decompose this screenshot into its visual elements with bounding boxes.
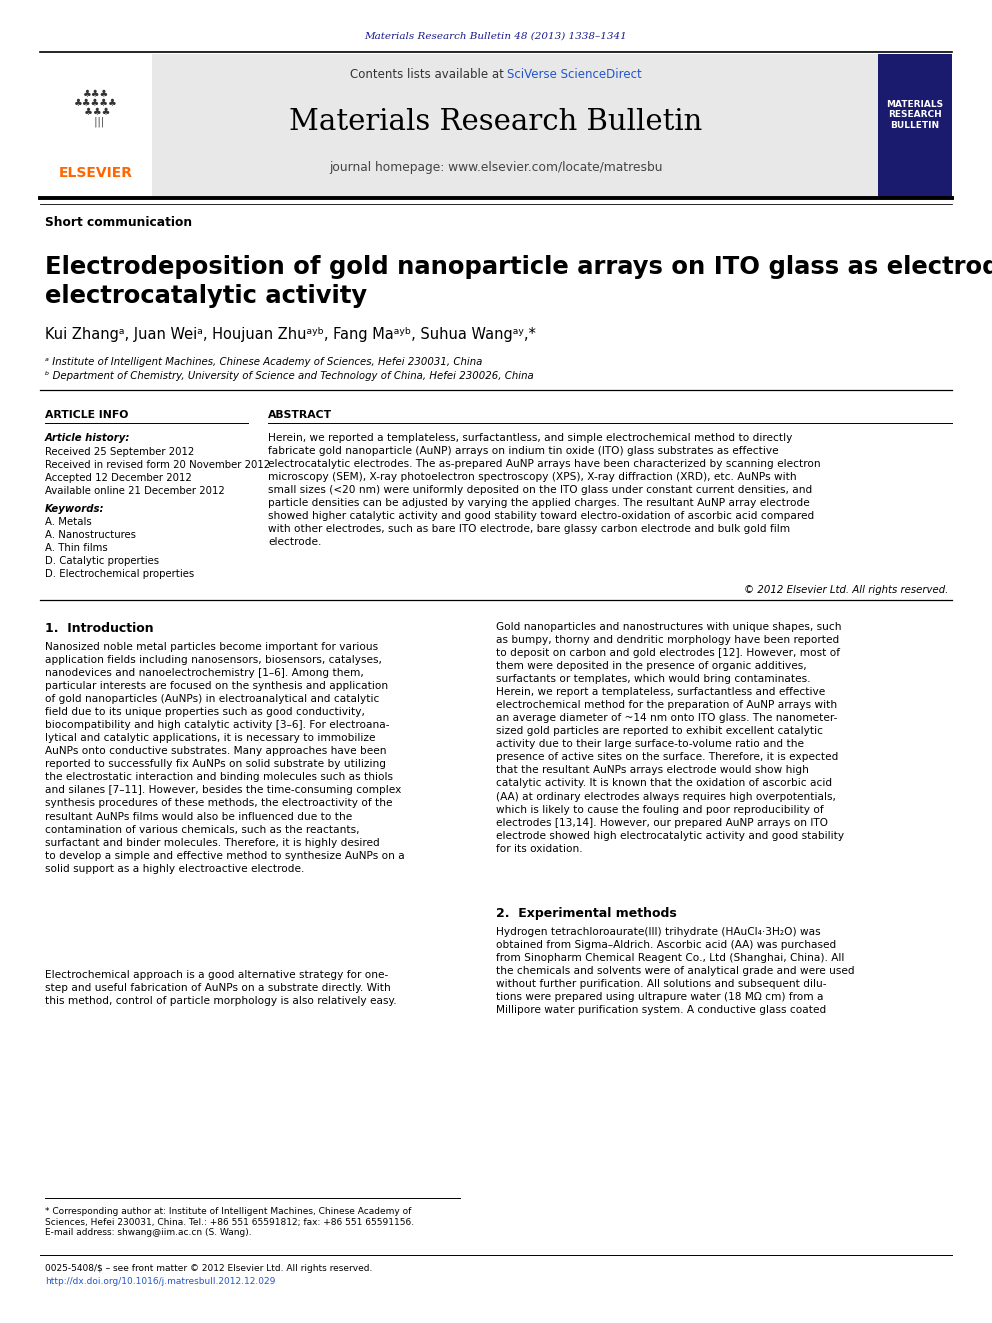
Text: Contents lists available at: Contents lists available at (350, 67, 504, 81)
Text: ♣♣♣
♣♣♣♣♣
 ♣♣♣
  |||: ♣♣♣ ♣♣♣♣♣ ♣♣♣ ||| (74, 89, 118, 127)
Text: MATERIALS
RESEARCH
BULLETIN: MATERIALS RESEARCH BULLETIN (887, 101, 943, 130)
Text: * Corresponding author at: Institute of Intelligent Machines, Chinese Academy of: * Corresponding author at: Institute of … (45, 1207, 414, 1228)
Text: SciVerse ScienceDirect: SciVerse ScienceDirect (507, 67, 642, 81)
Text: Materials Research Bulletin 48 (2013) 1338–1341: Materials Research Bulletin 48 (2013) 13… (365, 32, 627, 41)
Text: 0025-5408/$ – see front matter © 2012 Elsevier Ltd. All rights reserved.: 0025-5408/$ – see front matter © 2012 El… (45, 1263, 372, 1273)
Bar (152, 54, 878, 198)
Text: A. Metals: A. Metals (45, 517, 91, 527)
Text: Kui Zhangᵃ, Juan Weiᵃ, Houjuan Zhuᵃʸᵇ, Fang Maᵃʸᵇ, Suhua Wangᵃʸ,*: Kui Zhangᵃ, Juan Weiᵃ, Houjuan Zhuᵃʸᵇ, F… (45, 327, 536, 343)
Text: Herein, we reported a templateless, surfactantless, and simple electrochemical m: Herein, we reported a templateless, surf… (268, 433, 820, 548)
Bar (40, 54, 152, 198)
Text: ᵃ Institute of Intelligent Machines, Chinese Academy of Sciences, Hefei 230031, : ᵃ Institute of Intelligent Machines, Chi… (45, 357, 482, 366)
Text: 2.  Experimental methods: 2. Experimental methods (496, 908, 677, 919)
Text: ᵇ Department of Chemistry, University of Science and Technology of China, Hefei : ᵇ Department of Chemistry, University of… (45, 370, 534, 381)
Text: Nanosized noble metal particles become important for various
application fields : Nanosized noble metal particles become i… (45, 642, 405, 873)
Text: © 2012 Elsevier Ltd. All rights reserved.: © 2012 Elsevier Ltd. All rights reserved… (744, 585, 948, 595)
Text: D. Catalytic properties: D. Catalytic properties (45, 556, 159, 566)
Text: journal homepage: www.elsevier.com/locate/matresbu: journal homepage: www.elsevier.com/locat… (329, 160, 663, 173)
Text: Available online 21 December 2012: Available online 21 December 2012 (45, 486, 225, 496)
Text: E-mail address: shwang@iim.ac.cn (S. Wang).: E-mail address: shwang@iim.ac.cn (S. Wan… (45, 1228, 252, 1237)
Text: 1.  Introduction: 1. Introduction (45, 622, 154, 635)
Bar (878, 54, 952, 198)
Text: Short communication: Short communication (45, 216, 192, 229)
Text: Materials Research Bulletin: Materials Research Bulletin (290, 108, 702, 136)
Text: ARTICLE INFO: ARTICLE INFO (45, 410, 128, 419)
Text: A. Nanostructures: A. Nanostructures (45, 531, 136, 540)
Text: Accepted 12 December 2012: Accepted 12 December 2012 (45, 474, 191, 483)
Text: Gold nanoparticles and nanostructures with unique shapes, such
as bumpy, thorny : Gold nanoparticles and nanostructures wi… (496, 622, 844, 853)
Text: Electrodeposition of gold nanoparticle arrays on ITO glass as electrode with hig: Electrodeposition of gold nanoparticle a… (45, 255, 992, 308)
Text: A. Thin films: A. Thin films (45, 542, 108, 553)
Text: Article history:: Article history: (45, 433, 130, 443)
Text: Keywords:: Keywords: (45, 504, 104, 515)
Text: D. Electrochemical properties: D. Electrochemical properties (45, 569, 194, 579)
Text: Electrochemical approach is a good alternative strategy for one-
step and useful: Electrochemical approach is a good alter… (45, 970, 397, 1005)
Text: Received 25 September 2012: Received 25 September 2012 (45, 447, 194, 456)
Text: Received in revised form 20 November 2012: Received in revised form 20 November 201… (45, 460, 270, 470)
Text: Hydrogen tetrachloroaurate(III) trihydrate (HAuCl₄·3H₂O) was
obtained from Sigma: Hydrogen tetrachloroaurate(III) trihydra… (496, 927, 855, 1015)
Text: ABSTRACT: ABSTRACT (268, 410, 332, 419)
Text: http://dx.doi.org/10.1016/j.matresbull.2012.12.029: http://dx.doi.org/10.1016/j.matresbull.2… (45, 1277, 276, 1286)
Text: ELSEVIER: ELSEVIER (59, 165, 133, 180)
